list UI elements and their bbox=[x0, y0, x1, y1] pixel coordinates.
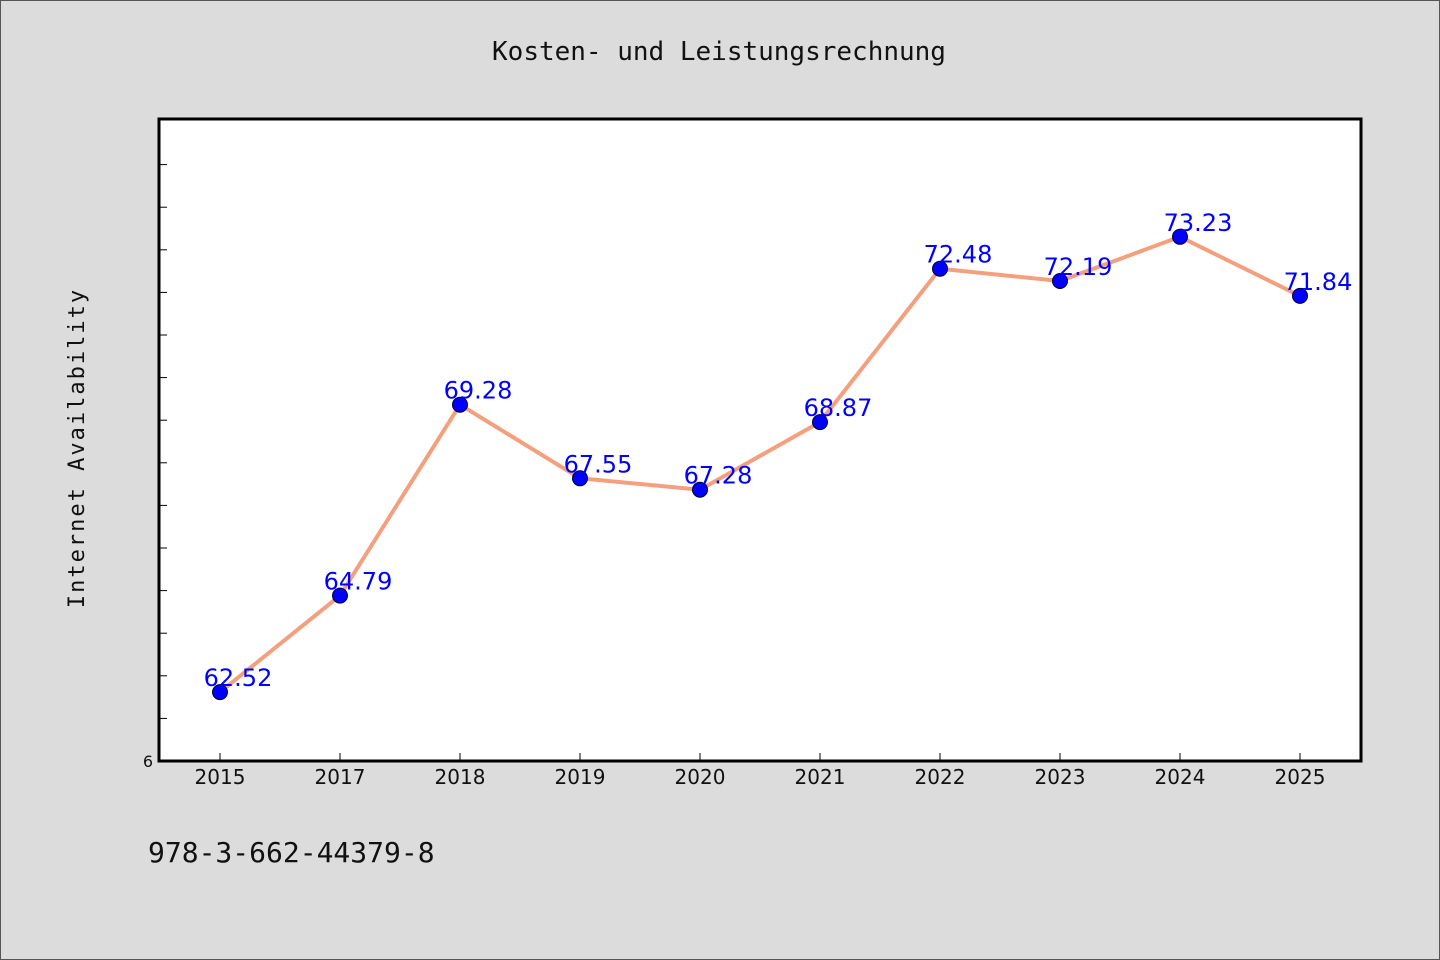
data-label: 73.23 bbox=[1164, 209, 1233, 237]
x-axis-ticks: 2015 2017 2018 2019 2020 2021 2022 2023 2024 2025 bbox=[195, 753, 1326, 789]
x-tick-label: 2024 bbox=[1155, 765, 1206, 789]
data-label: 67.28 bbox=[684, 462, 753, 490]
x-tick-label: 2025 bbox=[1275, 765, 1326, 789]
series-line bbox=[218, 234, 1302, 695]
y-tick-label: 6 bbox=[143, 752, 153, 771]
data-label: 69.28 bbox=[444, 377, 513, 405]
plot-area bbox=[157, 117, 1363, 763]
y-axis-label: Internet Availability bbox=[65, 288, 90, 608]
data-point-marker bbox=[1292, 287, 1308, 304]
x-tick-label: 2021 bbox=[795, 765, 846, 789]
data-point-marker bbox=[332, 587, 348, 604]
chart-title: Kosten- und Leistungsrechnung bbox=[492, 37, 946, 67]
data-point-marker bbox=[572, 470, 588, 487]
y-axis-ticks: 6 bbox=[143, 164, 167, 771]
x-tick-label: 2022 bbox=[915, 765, 966, 789]
data-point-marker bbox=[812, 414, 828, 431]
x-tick-label: 2019 bbox=[555, 765, 606, 789]
data-label: 62.52 bbox=[204, 664, 273, 692]
series-layer bbox=[212, 228, 1308, 701]
data-label: 67.55 bbox=[564, 450, 633, 478]
data-label: 72.19 bbox=[1044, 253, 1113, 281]
x-tick-label: 2018 bbox=[435, 765, 486, 789]
x-tick-label: 2023 bbox=[1035, 765, 1086, 789]
data-label: 68.87 bbox=[804, 394, 873, 422]
x-tick-label: 2020 bbox=[675, 765, 726, 789]
isbn-footnote: 978-3-662-44379-8 bbox=[148, 836, 435, 869]
data-label: 64.79 bbox=[324, 568, 393, 596]
x-tick-label: 2015 bbox=[195, 765, 246, 789]
data-point-marker bbox=[212, 684, 228, 701]
data-point-marker bbox=[1172, 228, 1188, 245]
data-point-marker bbox=[932, 260, 948, 277]
data-labels-layer: 62.52 64.79 69.28 67.55 67.28 68.87 72.48 72.19… bbox=[204, 209, 1353, 692]
data-point-marker bbox=[452, 396, 468, 413]
x-tick-label: 2017 bbox=[315, 765, 366, 789]
data-point-marker bbox=[692, 481, 708, 498]
data-label: 71.84 bbox=[1284, 268, 1353, 296]
data-point-marker bbox=[1052, 273, 1068, 289]
data-label: 72.48 bbox=[924, 241, 993, 269]
